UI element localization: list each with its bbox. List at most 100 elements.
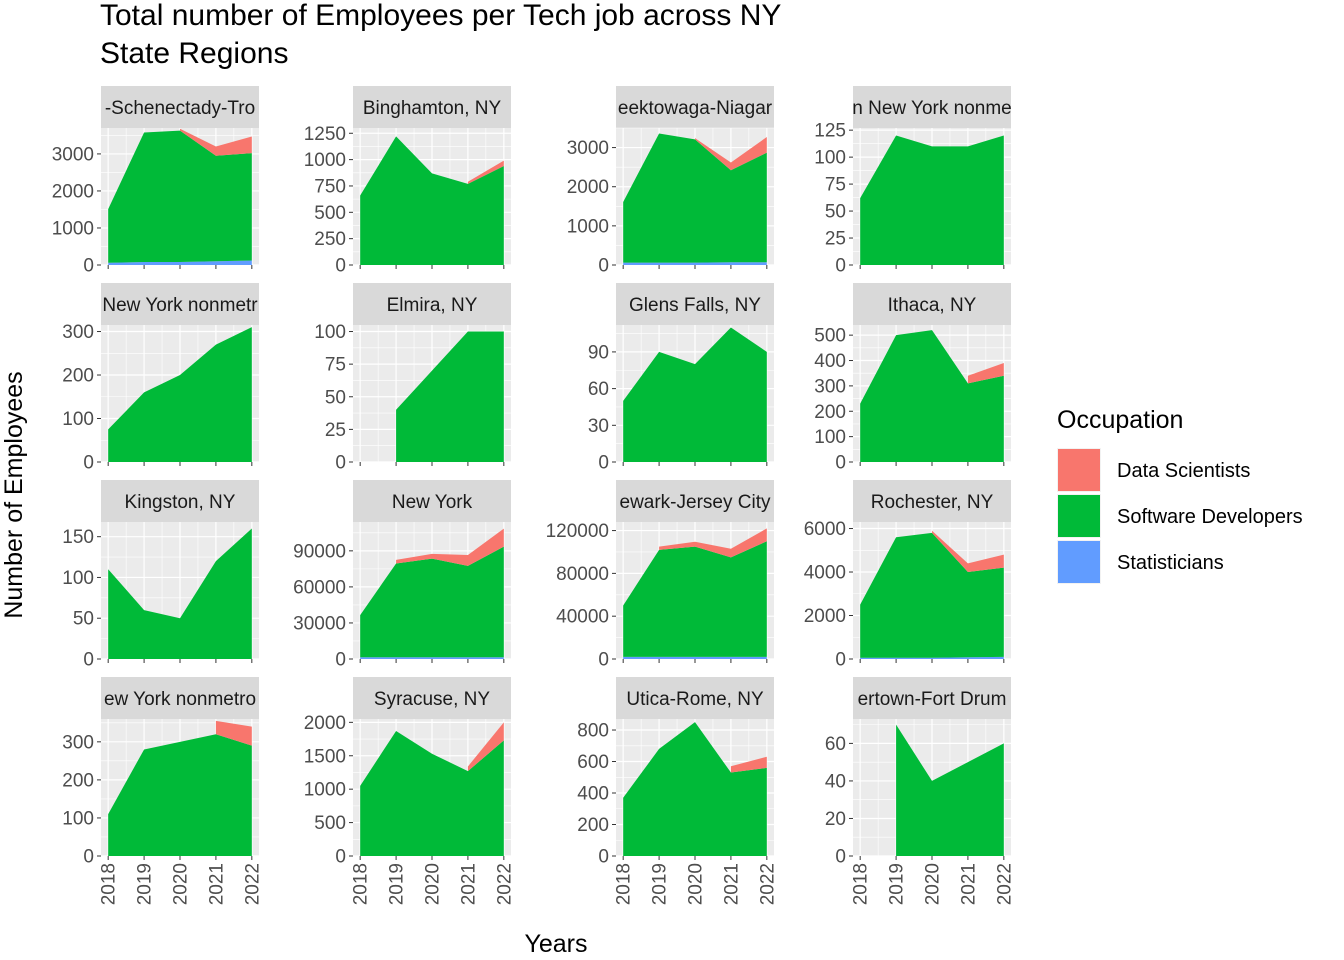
area-software-developers xyxy=(623,133,767,263)
y-tick-label: 400 xyxy=(577,784,609,805)
facet-strip xyxy=(101,480,259,522)
y-tick-label: 1000 xyxy=(304,150,346,171)
area-software-developers xyxy=(860,135,1004,265)
facet-strip xyxy=(616,283,774,325)
y-tick-label: 0 xyxy=(835,256,846,277)
y-tick-label: 0 xyxy=(335,256,346,277)
y-tick-label: 50 xyxy=(325,387,346,408)
x-tick-label: 2018 xyxy=(851,863,872,905)
chart-title-line-1: Total number of Employees per Tech job a… xyxy=(100,0,781,32)
y-tick-label: 20 xyxy=(825,809,846,830)
facet-strip xyxy=(853,86,1011,128)
y-tick-label: 60 xyxy=(825,734,846,755)
area-data-scientists xyxy=(180,128,252,156)
facet-panels: -Schenectady-Tro0100020003000Binghamton,… xyxy=(52,86,1015,905)
y-tick-label: 0 xyxy=(598,650,609,671)
y-tick-label: 40000 xyxy=(556,607,609,628)
y-tick-label: 100 xyxy=(314,322,346,343)
x-tick-label: 2019 xyxy=(650,863,671,905)
y-tick-label: 100 xyxy=(62,808,94,829)
facet-strip-label: Rochester, NY xyxy=(871,492,994,513)
y-tick-label: 800 xyxy=(577,721,609,742)
legend-key-swatch xyxy=(1058,449,1100,491)
y-axis-title: Number of Employees xyxy=(0,371,28,618)
legend-item-software-developers: Software Developers xyxy=(1057,494,1303,538)
facet-panel-elmira-ny: Elmira, NY 0 25 50 75 100 xyxy=(314,283,511,474)
y-tick-label: 100 xyxy=(62,409,94,430)
facet-strip xyxy=(853,677,1011,719)
area-statisticians xyxy=(360,657,504,659)
y-tick-label: 30 xyxy=(588,416,609,437)
area-statisticians xyxy=(623,262,767,265)
y-tick-label: 200 xyxy=(62,366,94,387)
facet-panel-n-new-york-nonme: n New York nonme 0 25 50 75 100 125 xyxy=(814,86,1011,277)
area-software-developers xyxy=(623,327,767,462)
x-tick-label: 2020 xyxy=(923,863,944,905)
facet-panel-ertown-fort-drum: ertown-Fort Drum 0 20 40 60 2018 2019 2020 2021 2… xyxy=(825,677,1015,905)
facet-strip xyxy=(616,480,774,522)
y-tick-label: 60 xyxy=(588,379,609,400)
y-tick-label: 500 xyxy=(814,326,846,347)
y-tick-label: 300 xyxy=(814,376,846,397)
y-tick-label: 25 xyxy=(325,420,346,441)
y-tick-label: 200 xyxy=(62,770,94,791)
x-tick-label: 2022 xyxy=(242,863,263,905)
y-tick-label: 1500 xyxy=(304,746,346,767)
y-tick-label: 2000 xyxy=(304,713,346,734)
facet-strip-label: New York xyxy=(392,492,473,513)
y-tick-label: 0 xyxy=(83,847,94,868)
y-tick-label: 40 xyxy=(825,771,846,792)
y-tick-label: 200 xyxy=(814,402,846,423)
y-tick-label: 4000 xyxy=(804,563,846,584)
y-tick-label: 0 xyxy=(598,847,609,868)
y-tick-label: 6000 xyxy=(804,519,846,540)
legend-title: Occupation xyxy=(1057,406,1183,434)
y-tick-label: 500 xyxy=(314,813,346,834)
y-tick-label: 50 xyxy=(73,609,94,630)
y-tick-label: 1000 xyxy=(304,780,346,801)
legend-label: Data Scientists xyxy=(1117,460,1250,482)
x-tick-label: 2018 xyxy=(99,863,120,905)
facet-panel-eektowaga-niagar: eektowaga-Niagar 0 1000 2000 3000 xyxy=(567,86,774,277)
area-software-developers xyxy=(108,734,252,856)
facet-panel-syracuse-ny: Syracuse, NY 0 500 1000 1500 2000 2018 2019 2020… xyxy=(304,677,515,905)
y-tick-label: 0 xyxy=(335,453,346,474)
x-tick-label: 2022 xyxy=(494,863,515,905)
y-tick-label: 120000 xyxy=(546,521,609,542)
y-tick-label: 750 xyxy=(314,176,346,197)
area-software-developers xyxy=(396,331,504,462)
facet-strip xyxy=(353,480,511,522)
facet-panel-rochester-ny: Rochester, NY 0 2000 4000 6000 xyxy=(804,480,1011,671)
y-tick-label: 0 xyxy=(83,650,94,671)
facet-strip-label: Glens Falls, NY xyxy=(629,295,761,316)
facet-strip xyxy=(101,86,259,128)
x-tick-label: 2021 xyxy=(206,863,227,905)
legend-label: Statisticians xyxy=(1117,552,1224,574)
area-data-scientists xyxy=(467,160,504,184)
facet-strip-label: Kingston, NY xyxy=(125,492,236,513)
x-tick-label: 2021 xyxy=(721,863,742,905)
y-tick-label: 300 xyxy=(62,732,94,753)
y-tick-label: 2000 xyxy=(567,177,609,198)
y-tick-label: 125 xyxy=(814,121,846,142)
chart-title: Total number of Employees per Tech job a… xyxy=(100,0,781,70)
y-tick-label: 600 xyxy=(577,752,609,773)
facet-panel-glens-falls-ny: Glens Falls, NY 0 30 60 90 xyxy=(588,283,774,474)
y-tick-label: 400 xyxy=(814,351,846,372)
y-tick-label: 300 xyxy=(62,322,94,343)
facet-panel-ithaca-ny: Ithaca, NY 0 100 200 300 400 500 xyxy=(814,283,1011,474)
area-software-developers xyxy=(108,327,252,462)
area-software-developers xyxy=(896,724,1004,856)
y-tick-label: 75 xyxy=(825,175,846,196)
facet-strip-label: Ithaca, NY xyxy=(888,295,977,316)
facet-strip-label: ewark-Jersey City xyxy=(620,492,771,513)
y-tick-label: 100 xyxy=(62,568,94,589)
y-tick-label: 0 xyxy=(83,256,94,277)
area-data-scientists xyxy=(967,363,1004,384)
area-data-scientists xyxy=(215,720,252,746)
facet-strip xyxy=(353,283,511,325)
y-tick-label: 80000 xyxy=(556,564,609,585)
y-tick-label: 500 xyxy=(314,203,346,224)
facet-strip-label: Syracuse, NY xyxy=(374,689,490,710)
y-tick-label: 0 xyxy=(598,256,609,277)
